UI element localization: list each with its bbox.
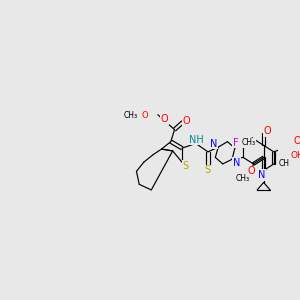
Text: N: N <box>258 170 266 180</box>
Text: F: F <box>233 138 239 148</box>
Text: O: O <box>263 126 271 136</box>
Text: CH₃: CH₃ <box>241 138 256 147</box>
Text: S: S <box>183 161 189 171</box>
Text: O: O <box>183 116 190 126</box>
Text: N: N <box>210 139 217 148</box>
Text: O: O <box>248 166 255 176</box>
Text: O: O <box>160 114 168 124</box>
Text: CH₃: CH₃ <box>123 111 137 120</box>
Text: CH₃: CH₃ <box>235 174 249 183</box>
Text: O: O <box>293 136 300 146</box>
Text: OH: OH <box>290 151 300 160</box>
Text: CH: CH <box>278 159 290 168</box>
Text: S: S <box>205 165 211 176</box>
Text: N: N <box>233 158 240 168</box>
Text: NH: NH <box>189 135 204 145</box>
Text: O: O <box>142 111 148 120</box>
